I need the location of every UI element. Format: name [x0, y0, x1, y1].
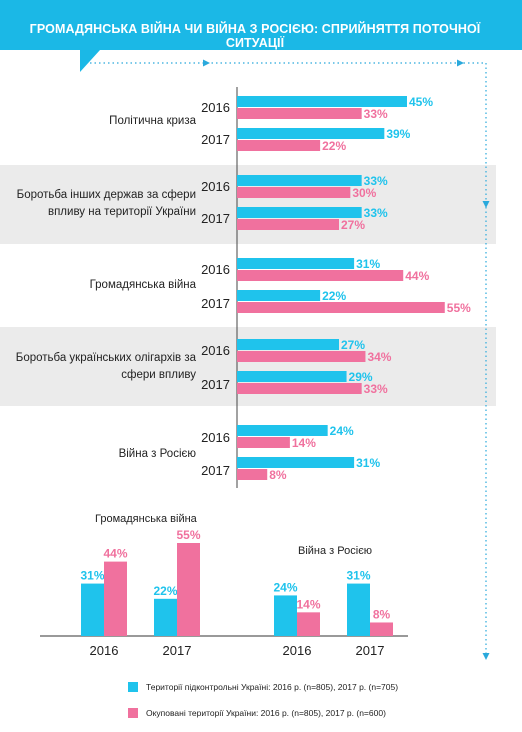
- bar-controlled: [237, 290, 321, 301]
- bar-occupied: [237, 302, 445, 313]
- bar-occupied: [237, 383, 362, 394]
- category-label-5: Війна з Росією: [118, 448, 196, 460]
- bar-occupied: [237, 187, 351, 198]
- page-title: ГРОМАДЯНСЬКА ВІЙНА ЧИ ВІЙНА З РОСІЄЮ: СП…: [29, 22, 481, 50]
- column-controlled: [81, 583, 104, 636]
- guide-arrow-icon: [203, 59, 210, 67]
- column-year-label: 2016: [283, 643, 312, 658]
- data-label: 22%: [322, 139, 346, 153]
- legend-swatch-controlled: [128, 682, 138, 692]
- data-label: 33%: [364, 107, 388, 121]
- bar-occupied: [237, 140, 321, 151]
- year-label: 2017: [201, 377, 230, 392]
- year-label: 2016: [201, 179, 230, 194]
- column-data-label: 31%: [346, 569, 370, 583]
- category-label-1: Політична криза: [109, 115, 196, 127]
- data-label: 44%: [405, 269, 429, 283]
- data-label: 27%: [341, 338, 365, 352]
- year-label: 2016: [201, 262, 230, 277]
- legend-label-occupied: Окуповані території України: 2016 р. (n=…: [146, 708, 386, 718]
- bar-controlled: [237, 425, 328, 436]
- bar-occupied: [237, 351, 366, 362]
- column-data-label: 22%: [153, 584, 177, 598]
- category-label-3: Громадянська війна: [89, 279, 196, 291]
- bar-controlled: [237, 371, 347, 382]
- column-data-label: 24%: [273, 580, 297, 594]
- column-data-label: 8%: [373, 607, 391, 621]
- column-chart-title-1: Громадянська війна: [95, 513, 197, 525]
- category-label-2: Боротьба інших держав за сфери впливу на…: [16, 189, 196, 218]
- column-data-label: 55%: [176, 528, 200, 542]
- column-data-label: 14%: [296, 597, 320, 611]
- year-label: 2017: [201, 211, 230, 226]
- bar-occupied: [237, 108, 362, 119]
- legend-item-occupied: Окуповані території України: 2016 р. (n=…: [128, 706, 398, 720]
- category-label-4: Боротьба українських олігархів за сфери …: [15, 352, 196, 381]
- bar-controlled: [237, 175, 362, 186]
- bar-controlled: [237, 457, 355, 468]
- bar-controlled: [237, 96, 407, 107]
- column-controlled: [154, 598, 177, 636]
- column-year-label: 2017: [356, 643, 385, 658]
- banner-shape: [0, 0, 522, 72]
- year-label: 2017: [201, 463, 230, 478]
- guide-arrow-icon: [482, 201, 490, 208]
- data-label: 31%: [356, 456, 380, 470]
- column-controlled: [274, 595, 297, 636]
- bar-occupied: [237, 270, 404, 281]
- legend: Території підконтрольні Україні: 2016 р.…: [128, 680, 398, 732]
- data-label: 39%: [386, 127, 410, 141]
- data-label: 27%: [341, 218, 365, 232]
- column-occupied: [297, 612, 320, 636]
- column-chart-title-2: Війна з Росією: [298, 545, 373, 557]
- column-occupied: [370, 622, 393, 636]
- data-label: 24%: [330, 424, 354, 438]
- title-banner: [0, 0, 522, 72]
- data-label: 30%: [352, 186, 376, 200]
- legend-swatch-occupied: [128, 708, 138, 718]
- guide-arrow-icon: [482, 653, 490, 660]
- data-label: 8%: [269, 468, 287, 482]
- data-label: 55%: [447, 301, 471, 315]
- data-label: 45%: [409, 95, 433, 109]
- year-label: 2016: [201, 430, 230, 445]
- data-label: 33%: [364, 206, 388, 220]
- bar-occupied: [237, 437, 290, 448]
- legend-item-controlled: Території підконтрольні Україні: 2016 р.…: [128, 680, 398, 694]
- data-label: 22%: [322, 289, 346, 303]
- data-label: 29%: [349, 370, 373, 384]
- guide-arrow-icon: [457, 59, 464, 67]
- data-label: 31%: [356, 257, 380, 271]
- column-data-label: 31%: [80, 569, 104, 583]
- bar-controlled: [237, 258, 355, 269]
- data-label: 33%: [364, 174, 388, 188]
- column-data-label: 44%: [103, 547, 127, 561]
- column-year-label: 2017: [163, 643, 192, 658]
- year-label: 2016: [201, 343, 230, 358]
- bar-controlled: [237, 207, 362, 218]
- column-occupied: [104, 561, 127, 636]
- data-label: 14%: [292, 436, 316, 450]
- bar-occupied: [237, 469, 268, 480]
- bar-occupied: [237, 219, 339, 230]
- column-occupied: [177, 543, 200, 636]
- bar-controlled: [237, 339, 339, 350]
- year-label: 2017: [201, 132, 230, 147]
- column-controlled: [347, 583, 370, 636]
- data-label: 33%: [364, 382, 388, 396]
- legend-label-controlled: Території підконтрольні Україні: 2016 р.…: [146, 682, 399, 692]
- year-label: 2017: [201, 296, 230, 311]
- data-label: 34%: [367, 350, 391, 364]
- column-year-label: 2016: [90, 643, 119, 658]
- year-label: 2016: [201, 100, 230, 115]
- bar-controlled: [237, 128, 385, 139]
